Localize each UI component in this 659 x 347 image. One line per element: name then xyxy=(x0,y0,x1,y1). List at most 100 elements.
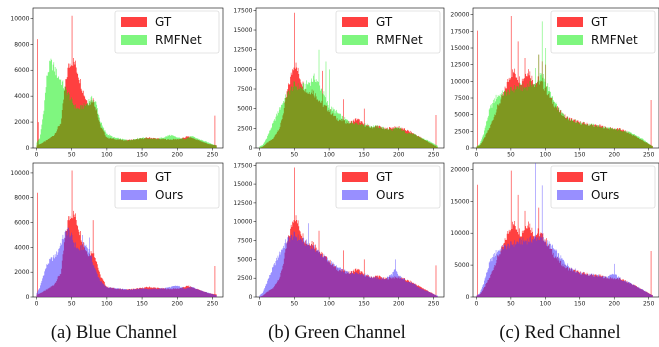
x-tick-label: 150 xyxy=(358,301,370,308)
y-tick-label: 2500 xyxy=(237,125,252,132)
legend-label-gt: GT xyxy=(155,170,172,184)
legend-label-ours: Ours xyxy=(376,188,404,202)
y-tick-label: 10000 xyxy=(450,78,469,85)
legend-label-ours: Ours xyxy=(155,188,183,202)
y-tick-label: 20000 xyxy=(450,166,469,173)
x-tick-label: 100 xyxy=(540,152,552,159)
legend-label-rmfnet: RMFNet xyxy=(155,33,202,47)
y-tick-label: 5000 xyxy=(454,262,469,269)
y-tick-label: 4000 xyxy=(14,93,29,100)
legend-swatch-gt xyxy=(121,17,147,27)
histogram-series-rmfnet xyxy=(259,49,438,148)
y-tick-label: 17500 xyxy=(233,162,252,169)
x-tick-label: 200 xyxy=(608,152,620,159)
y-tick-label: 6000 xyxy=(14,67,29,74)
y-tick-label: 12500 xyxy=(233,200,252,207)
legend-swatch-gt xyxy=(121,172,147,182)
x-tick-label: 50 xyxy=(507,152,515,159)
legend-label-gt: GT xyxy=(591,170,608,184)
histogram-series-ours xyxy=(476,163,653,297)
y-tick-label: 15000 xyxy=(450,45,469,52)
y-tick-label: 5000 xyxy=(454,112,469,119)
x-tick-label: 0 xyxy=(258,152,262,159)
legend-swatch-rmfnet xyxy=(342,35,368,45)
y-tick-label: 10000 xyxy=(10,170,29,177)
y-tick-label: 5000 xyxy=(237,106,252,113)
y-tick-label: 0 xyxy=(466,294,470,301)
legend-swatch-ours xyxy=(121,190,147,200)
x-tick-label: 200 xyxy=(172,152,184,159)
x-tick-label: 250 xyxy=(207,301,219,308)
x-tick-label: 100 xyxy=(101,301,113,308)
x-tick-label: 0 xyxy=(35,301,39,308)
y-tick-label: 8000 xyxy=(14,195,29,202)
histogram-series-ours xyxy=(36,227,217,297)
legend-swatch-gt xyxy=(557,172,583,182)
x-tick-label: 250 xyxy=(643,152,655,159)
y-tick-label: 7500 xyxy=(454,95,469,102)
x-tick-label: 250 xyxy=(643,301,655,308)
legend-label-gt: GT xyxy=(155,15,172,29)
y-tick-label: 12500 xyxy=(233,47,252,54)
y-tick-label: 0 xyxy=(26,145,30,152)
y-tick-label: 7500 xyxy=(237,238,252,245)
legend-swatch-rmfnet xyxy=(557,35,583,45)
y-tick-label: 15000 xyxy=(233,27,252,34)
y-tick-label: 7500 xyxy=(237,86,252,93)
legend-label-gt: GT xyxy=(376,170,393,184)
caption-red-channel: (c) Red Channel xyxy=(499,323,620,343)
x-tick-label: 100 xyxy=(101,152,113,159)
y-tick-label: 0 xyxy=(249,294,253,301)
histogram-series-rmfnet xyxy=(36,58,217,148)
y-tick-label: 2500 xyxy=(237,275,252,282)
y-tick-label: 6000 xyxy=(14,220,29,227)
y-tick-label: 10000 xyxy=(233,66,252,73)
y-tick-label: 5000 xyxy=(237,256,252,263)
legend-swatch-gt xyxy=(557,17,583,27)
y-tick-label: 8000 xyxy=(14,41,29,48)
histogram-panel-green-bottom: 0 50 100 150 200 2500250050007500100001250015… xyxy=(233,162,445,308)
x-tick-label: 50 xyxy=(68,152,76,159)
x-tick-label: 0 xyxy=(258,301,262,308)
y-tick-label: 20000 xyxy=(450,12,469,19)
x-tick-label: 50 xyxy=(290,301,298,308)
x-tick-label: 200 xyxy=(172,301,184,308)
caption-blue-channel: (a) Blue Channel xyxy=(51,323,177,343)
histogram-series-ours xyxy=(259,223,438,297)
x-tick-label: 0 xyxy=(35,152,39,159)
y-tick-label: 0 xyxy=(249,145,253,152)
y-tick-label: 2000 xyxy=(14,269,29,276)
histogram-panel-blue-bottom: 0 50 100 150 200 250 0 2000 4000 6000 8000 10000 GT O… xyxy=(10,162,224,308)
x-tick-label: 50 xyxy=(68,301,76,308)
x-tick-label: 100 xyxy=(540,301,552,308)
x-tick-label: 250 xyxy=(428,301,440,308)
legend-swatch-ours xyxy=(342,190,368,200)
legend-label-gt: GT xyxy=(376,15,393,29)
legend-swatch-ours xyxy=(557,190,583,200)
x-tick-label: 250 xyxy=(428,152,440,159)
caption-green-channel: (b) Green Channel xyxy=(268,323,406,343)
histogram-panel-red-top: 0 50 100 150 200 2500250050007500100001250015… xyxy=(450,7,659,159)
y-tick-label: 12500 xyxy=(450,62,469,69)
y-tick-label: 17500 xyxy=(450,28,469,35)
y-tick-label: 10000 xyxy=(10,15,29,22)
x-tick-label: 200 xyxy=(608,301,620,308)
y-tick-label: 0 xyxy=(26,294,30,301)
y-tick-label: 10000 xyxy=(450,230,469,237)
histogram-panel-red-bottom: 0 50 100 150 200 250 0 5000 10000 15000 20000 GT Our… xyxy=(450,162,659,308)
legend-swatch-rmfnet xyxy=(121,35,147,45)
x-tick-label: 0 xyxy=(475,301,479,308)
y-tick-label: 2500 xyxy=(454,128,469,135)
legend-label-ours: Ours xyxy=(591,188,619,202)
x-tick-label: 0 xyxy=(475,152,479,159)
y-tick-label: 15000 xyxy=(450,198,469,205)
x-tick-label: 200 xyxy=(393,301,405,308)
y-tick-label: 10000 xyxy=(233,219,252,226)
histogram-panel-green-top: 0 50 100 150 200 2500250050007500100001250015… xyxy=(233,7,445,159)
x-tick-label: 250 xyxy=(207,152,219,159)
legend-label-gt: GT xyxy=(591,15,608,29)
legend-swatch-gt xyxy=(342,17,368,27)
legend-label-rmfnet: RMFNet xyxy=(591,33,638,47)
legend-label-rmfnet: RMFNet xyxy=(376,33,423,47)
